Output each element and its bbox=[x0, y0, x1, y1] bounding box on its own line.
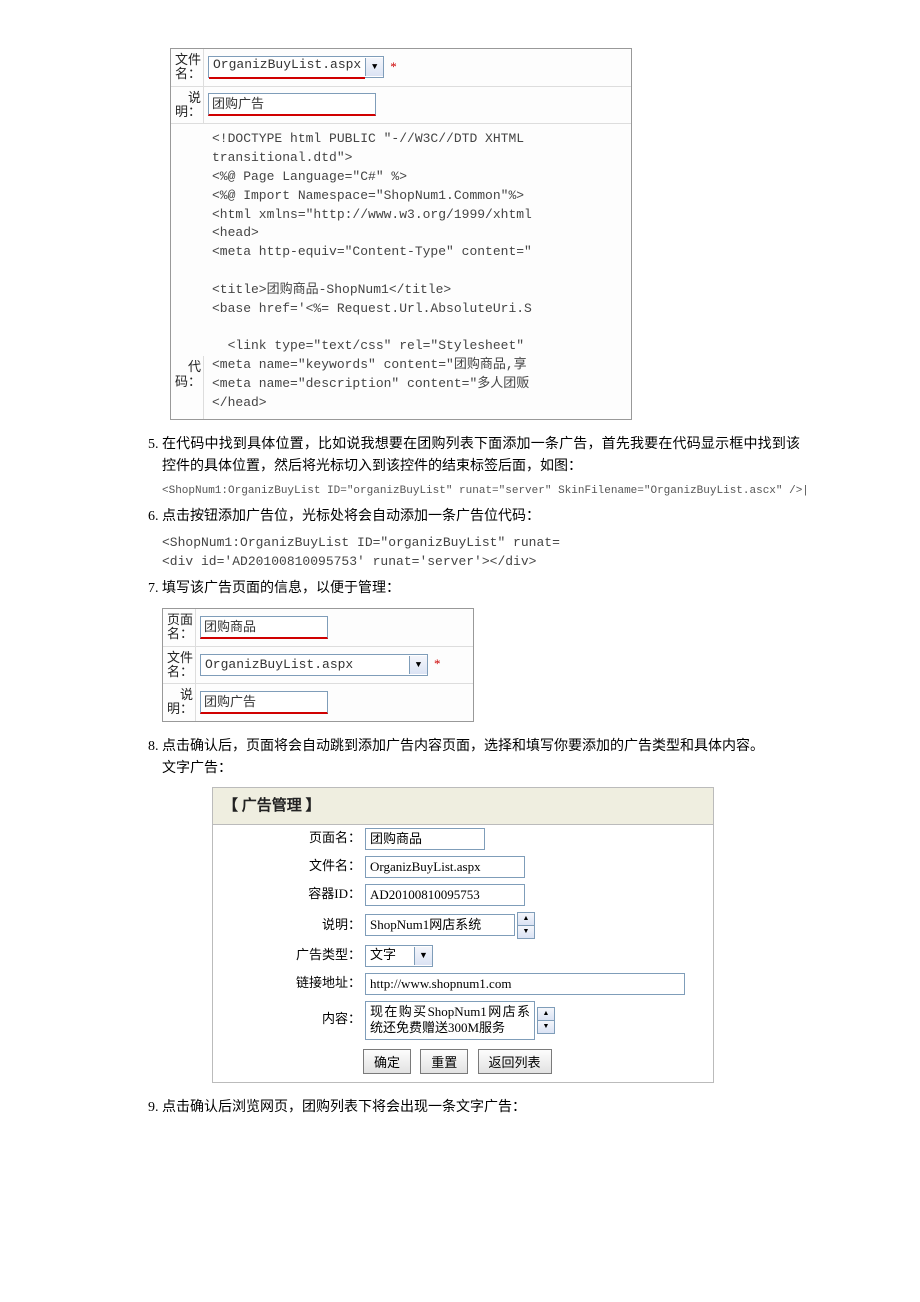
filename-dropdown[interactable]: OrganizBuyList.aspx ▼ bbox=[208, 56, 384, 78]
step-6-text: 点击按钮添加广告位，光标处将会自动添加一条广告位代码： bbox=[162, 509, 540, 524]
filename-value: OrganizBuyList.aspx bbox=[209, 55, 365, 79]
desc-label: 说明： bbox=[219, 915, 365, 936]
desc-field[interactable]: ShopNum1网店系统 bbox=[365, 914, 515, 936]
chevron-down-icon[interactable]: ▼ bbox=[409, 656, 427, 674]
content-label: 内容： bbox=[219, 1001, 365, 1030]
file-name-value: OrganizBuyList.aspx bbox=[201, 655, 409, 676]
instruction-list: 在代码中找到具体位置，比如说我想要在团购列表下面添加一条广告，首先我要在代码显示… bbox=[120, 434, 800, 1120]
step-6-code-l2: <div id='AD20100810095753' runat='server… bbox=[162, 552, 800, 572]
desc-input-2[interactable]: 团购广告 bbox=[200, 691, 328, 714]
up-arrow-icon[interactable]: ▲ bbox=[537, 1007, 555, 1021]
back-button[interactable]: 返回列表 bbox=[478, 1049, 552, 1074]
required-marker: * bbox=[434, 654, 441, 675]
panel-title: 【 广告管理 】 bbox=[213, 788, 713, 825]
step-8-text: 点击确认后，页面将会自动跳到添加广告内容页面，选择和填写你要添加的广告类型和具体… bbox=[162, 739, 764, 754]
page-name-label: 页面名： bbox=[219, 828, 365, 849]
content-spinner[interactable]: ▲ ▼ bbox=[537, 1007, 555, 1034]
page-info-screenshot: 页面名： 团购商品 文件名： OrganizBuyList.aspx ▼ * 说… bbox=[162, 608, 474, 722]
down-arrow-icon[interactable]: ▼ bbox=[537, 1021, 555, 1034]
ad-type-label: 广告类型： bbox=[219, 945, 365, 966]
file-name-field: OrganizBuyList.aspx bbox=[365, 856, 525, 878]
desc-label: 说明： bbox=[171, 87, 204, 124]
code-label: 代码： bbox=[171, 356, 204, 419]
content-textarea[interactable]: 现在购买ShopNum1网店系统还免费赠送300M服务 bbox=[365, 1001, 535, 1041]
chevron-down-icon[interactable]: ▼ bbox=[365, 58, 383, 76]
file-name-label: 文件名： bbox=[219, 856, 365, 877]
step-5-code: <ShopNum1:OrganizBuyList ID="organizBuyL… bbox=[162, 483, 800, 501]
container-id-field: AD20100810095753 bbox=[365, 884, 525, 906]
filename-label: 文件名： bbox=[171, 49, 204, 86]
step-8: 点击确认后，页面将会自动跳到添加广告内容页面，选择和填写你要添加的广告类型和具体… bbox=[162, 736, 800, 1084]
desc-label-2: 说明： bbox=[163, 684, 196, 721]
desc-input[interactable]: 团购广告 bbox=[208, 93, 376, 116]
container-id-label: 容器ID： bbox=[219, 884, 365, 905]
required-marker: * bbox=[390, 57, 397, 78]
step-5-text: 在代码中找到具体位置，比如说我想要在团购列表下面添加一条广告，首先我要在代码显示… bbox=[162, 437, 800, 474]
page-name-label: 页面名： bbox=[163, 609, 196, 646]
ad-type-value: 文字 bbox=[366, 945, 414, 966]
step-7-text: 填写该广告页面的信息，以便于管理： bbox=[162, 581, 400, 596]
code-textarea[interactable]: <!DOCTYPE html PUBLIC "-//W3C//DTD XHTML… bbox=[204, 124, 540, 419]
step-6-code: <ShopNum1:OrganizBuyList ID="organizBuyL… bbox=[162, 533, 800, 572]
ad-type-dropdown[interactable]: 文字 ▼ bbox=[365, 945, 433, 967]
link-input[interactable]: http://www.shopnum1.com bbox=[365, 973, 685, 995]
step-6: 点击按钮添加广告位，光标处将会自动添加一条广告位代码： <ShopNum1:Or… bbox=[162, 506, 800, 571]
step-9: 点击确认后浏览网页，团购列表下将会出现一条文字广告： bbox=[162, 1097, 800, 1119]
link-label: 链接地址： bbox=[219, 973, 365, 994]
chevron-down-icon[interactable]: ▼ bbox=[414, 947, 432, 965]
ad-management-panel: 【 广告管理 】 页面名： 团购商品 文件名： OrganizBuyList.a… bbox=[212, 787, 714, 1084]
page-name-field: 团购商品 bbox=[365, 828, 485, 850]
up-arrow-icon[interactable]: ▲ bbox=[517, 912, 535, 926]
step-6-code-l1: <ShopNum1:OrganizBuyList ID="organizBuyL… bbox=[162, 533, 800, 553]
code-editor-screenshot: 文件名： OrganizBuyList.aspx ▼ * 说明： 团购广告 代码… bbox=[170, 48, 632, 420]
reset-button[interactable]: 重置 bbox=[420, 1049, 468, 1074]
step-9-text: 点击确认后浏览网页，团购列表下将会出现一条文字广告： bbox=[162, 1100, 526, 1115]
ok-button[interactable]: 确定 bbox=[363, 1049, 411, 1074]
file-name-label: 文件名： bbox=[163, 647, 196, 684]
down-arrow-icon[interactable]: ▼ bbox=[517, 926, 535, 939]
step-7: 填写该广告页面的信息，以便于管理： 页面名： 团购商品 文件名： Organiz… bbox=[162, 578, 800, 722]
step-5: 在代码中找到具体位置，比如说我想要在团购列表下面添加一条广告，首先我要在代码显示… bbox=[162, 434, 800, 500]
step-8-subtext: 文字广告： bbox=[162, 758, 800, 780]
page-name-input[interactable]: 团购商品 bbox=[200, 616, 328, 639]
file-name-dropdown[interactable]: OrganizBuyList.aspx ▼ bbox=[200, 654, 428, 676]
desc-spinner[interactable]: ▲ ▼ bbox=[517, 912, 535, 939]
